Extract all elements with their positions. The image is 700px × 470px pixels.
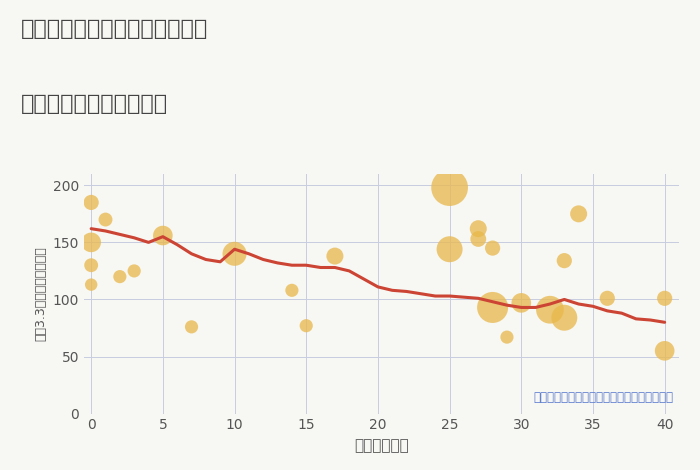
X-axis label: 築年数（年）: 築年数（年） xyxy=(354,438,409,453)
Point xyxy=(602,295,613,302)
Point xyxy=(559,314,570,321)
Point xyxy=(487,244,498,252)
Point xyxy=(501,333,512,341)
Point xyxy=(286,287,297,294)
Point xyxy=(573,210,584,218)
Text: 円の大きさは、取引のあった物件面積を示す: 円の大きさは、取引のあった物件面積を示す xyxy=(533,391,673,404)
Point xyxy=(487,304,498,311)
Point xyxy=(444,245,455,253)
Point xyxy=(100,216,111,223)
Y-axis label: 坪（3.3㎡）単価（万円）: 坪（3.3㎡）単価（万円） xyxy=(34,246,47,341)
Point xyxy=(85,239,97,246)
Point xyxy=(114,273,125,281)
Point xyxy=(85,199,97,206)
Point xyxy=(473,225,484,233)
Point xyxy=(85,261,97,269)
Point xyxy=(659,295,671,302)
Point xyxy=(129,267,140,274)
Point xyxy=(559,257,570,265)
Point xyxy=(186,323,197,330)
Point xyxy=(659,347,671,354)
Point xyxy=(300,322,312,329)
Point xyxy=(85,281,97,289)
Text: 愛知県名古屋市中村区横前町の: 愛知県名古屋市中村区横前町の xyxy=(21,19,209,39)
Text: 築年数別中古戸建て価格: 築年数別中古戸建て価格 xyxy=(21,94,168,114)
Point xyxy=(473,235,484,243)
Point xyxy=(158,232,169,239)
Point xyxy=(516,299,527,306)
Point xyxy=(329,252,340,260)
Point xyxy=(545,306,556,313)
Point xyxy=(444,184,455,191)
Point xyxy=(229,250,240,258)
